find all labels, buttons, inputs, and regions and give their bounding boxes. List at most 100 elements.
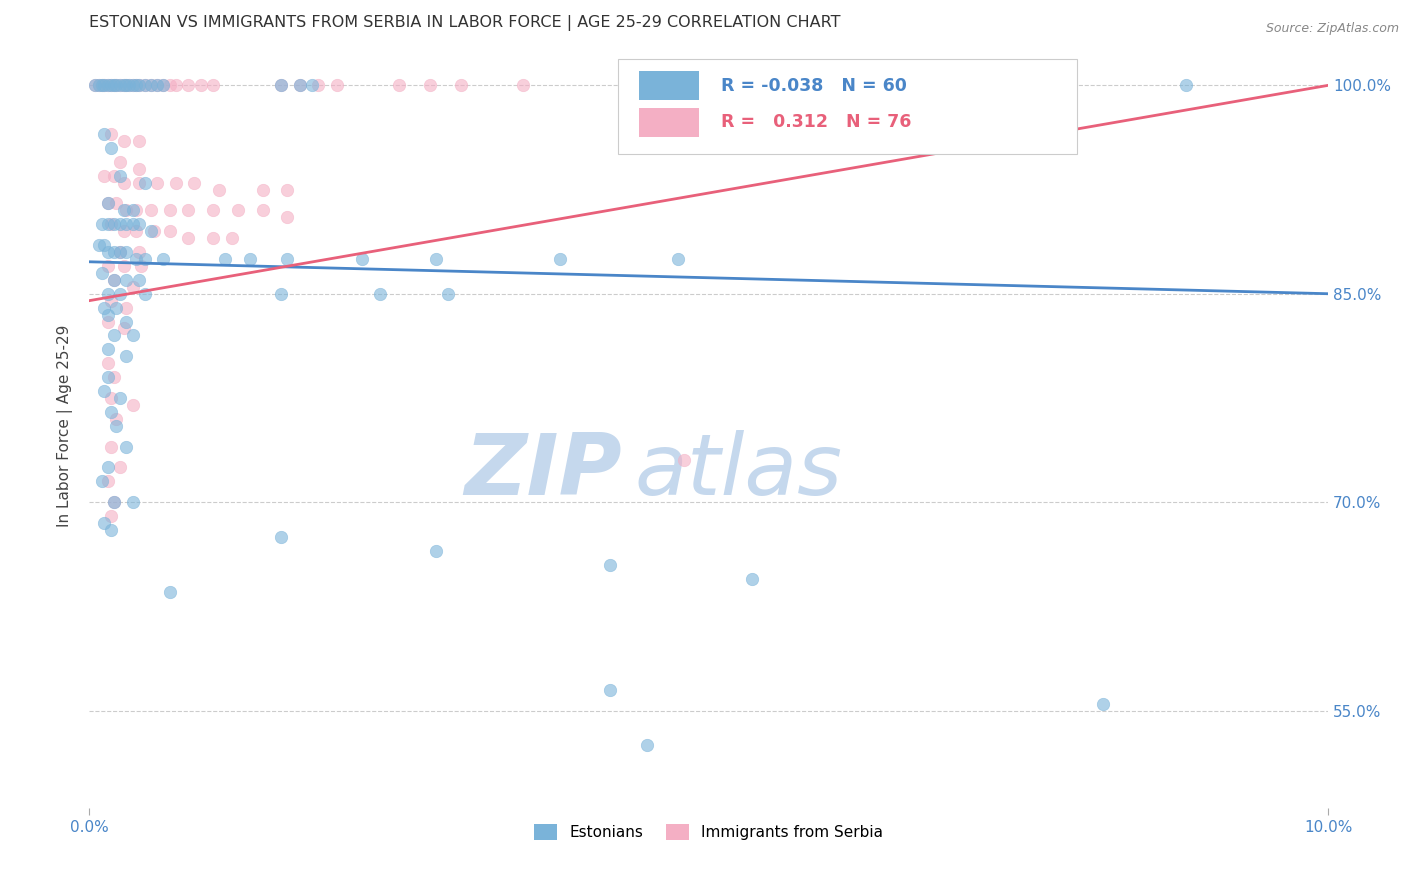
Point xyxy=(115,314,138,328)
Point xyxy=(350,252,373,266)
Point xyxy=(97,460,120,475)
Point xyxy=(139,78,162,93)
Point xyxy=(121,203,143,218)
Point xyxy=(105,196,128,211)
Point xyxy=(177,231,200,245)
Point xyxy=(134,78,156,93)
Point xyxy=(97,245,120,260)
Point xyxy=(146,78,169,93)
Point xyxy=(90,78,112,93)
Point xyxy=(103,328,125,343)
Point xyxy=(108,460,131,475)
Point xyxy=(146,78,169,93)
Point xyxy=(100,127,122,141)
Point xyxy=(90,475,112,489)
Point xyxy=(93,238,115,252)
Point xyxy=(97,475,120,489)
Point xyxy=(599,682,621,697)
Point xyxy=(128,273,150,287)
Point xyxy=(115,78,138,93)
Point xyxy=(87,78,110,93)
Text: ESTONIAN VS IMMIGRANTS FROM SERBIA IN LABOR FORCE | AGE 25-29 CORRELATION CHART: ESTONIAN VS IMMIGRANTS FROM SERBIA IN LA… xyxy=(89,15,841,31)
Point xyxy=(128,134,150,148)
Point xyxy=(270,78,292,93)
Point xyxy=(159,78,181,93)
Point xyxy=(115,203,138,218)
Point xyxy=(121,398,143,412)
Point xyxy=(105,418,128,433)
Point xyxy=(134,252,156,266)
Point xyxy=(97,259,120,273)
Point xyxy=(100,78,122,93)
Point xyxy=(146,176,169,190)
Point xyxy=(87,78,110,93)
Point xyxy=(118,78,141,93)
Point xyxy=(100,217,122,231)
Point xyxy=(159,203,181,218)
Point xyxy=(84,78,107,93)
Point xyxy=(128,217,150,231)
Point xyxy=(142,224,165,238)
Point xyxy=(93,516,115,530)
Point xyxy=(115,440,138,454)
Point xyxy=(276,252,298,266)
Point xyxy=(97,356,120,370)
Point xyxy=(139,203,162,218)
Y-axis label: In Labor Force | Age 25-29: In Labor Force | Age 25-29 xyxy=(58,325,73,527)
Point xyxy=(419,78,441,93)
Point xyxy=(103,370,125,384)
Point xyxy=(90,78,112,93)
Point xyxy=(84,78,107,93)
Point xyxy=(100,440,122,454)
Point xyxy=(93,301,115,315)
Point xyxy=(139,224,162,238)
Point xyxy=(125,252,148,266)
Point xyxy=(115,273,138,287)
Point xyxy=(276,182,298,196)
Point xyxy=(97,314,120,328)
Point xyxy=(112,78,135,93)
Point xyxy=(108,245,131,260)
Point xyxy=(112,176,135,190)
Point xyxy=(425,543,447,558)
Text: ZIP: ZIP xyxy=(464,430,621,513)
Point xyxy=(636,738,658,752)
Point xyxy=(115,217,138,231)
Point xyxy=(548,252,571,266)
Point xyxy=(165,78,187,93)
Text: R =   0.312   N = 76: R = 0.312 N = 76 xyxy=(721,113,911,131)
Point xyxy=(599,558,621,572)
Point xyxy=(103,78,125,93)
Point xyxy=(100,508,122,523)
Point xyxy=(93,384,115,398)
Point xyxy=(108,78,131,93)
Point xyxy=(152,78,174,93)
Point xyxy=(108,154,131,169)
Point xyxy=(90,217,112,231)
Point xyxy=(100,391,122,405)
Point xyxy=(741,572,763,586)
Point xyxy=(112,321,135,335)
Point xyxy=(97,78,120,93)
Point xyxy=(115,301,138,315)
Point xyxy=(252,182,274,196)
Point xyxy=(105,78,128,93)
Point xyxy=(93,78,115,93)
Point xyxy=(208,182,231,196)
Point xyxy=(165,176,187,190)
Point xyxy=(97,286,120,301)
Point xyxy=(108,78,131,93)
Point xyxy=(202,203,225,218)
Point xyxy=(103,495,125,509)
FancyBboxPatch shape xyxy=(640,108,699,136)
Point xyxy=(103,495,125,509)
Point xyxy=(226,203,249,218)
Point xyxy=(121,78,143,93)
Point xyxy=(134,176,156,190)
Point xyxy=(103,273,125,287)
Point xyxy=(183,176,205,190)
Point xyxy=(97,196,120,211)
Point xyxy=(221,231,243,245)
Point xyxy=(388,78,411,93)
Point xyxy=(97,308,120,322)
